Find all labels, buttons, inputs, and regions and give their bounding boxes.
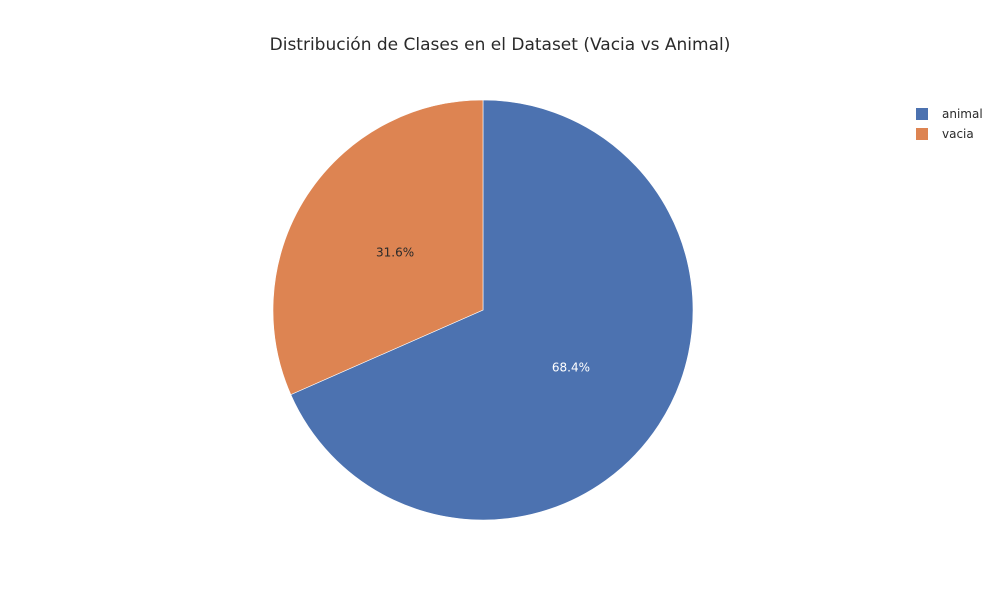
legend-item-vacia[interactable]: vacia [916, 127, 974, 141]
legend-swatch-vacia [916, 128, 928, 140]
pie-slice-labels: 68.4% 31.6% [376, 246, 590, 375]
pie-slice-vacia [272, 99, 484, 396]
legend: animal vacia [916, 107, 983, 141]
legend-swatch-animal [916, 108, 928, 120]
legend-label-vacia: vacia [942, 127, 974, 141]
pie-slice-label-vacia: 31.6% [376, 246, 414, 260]
pie-slices [272, 99, 694, 521]
pie-slice-label-animal: 68.4% [552, 360, 590, 374]
pie-slice-animal [290, 99, 694, 521]
legend-label-animal: animal [942, 107, 983, 121]
chart-title: Distribución de Clases en el Dataset (Va… [270, 35, 731, 55]
legend-item-animal[interactable]: animal [916, 107, 983, 121]
